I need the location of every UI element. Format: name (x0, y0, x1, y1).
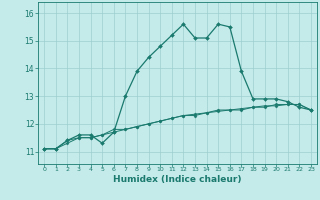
X-axis label: Humidex (Indice chaleur): Humidex (Indice chaleur) (113, 175, 242, 184)
